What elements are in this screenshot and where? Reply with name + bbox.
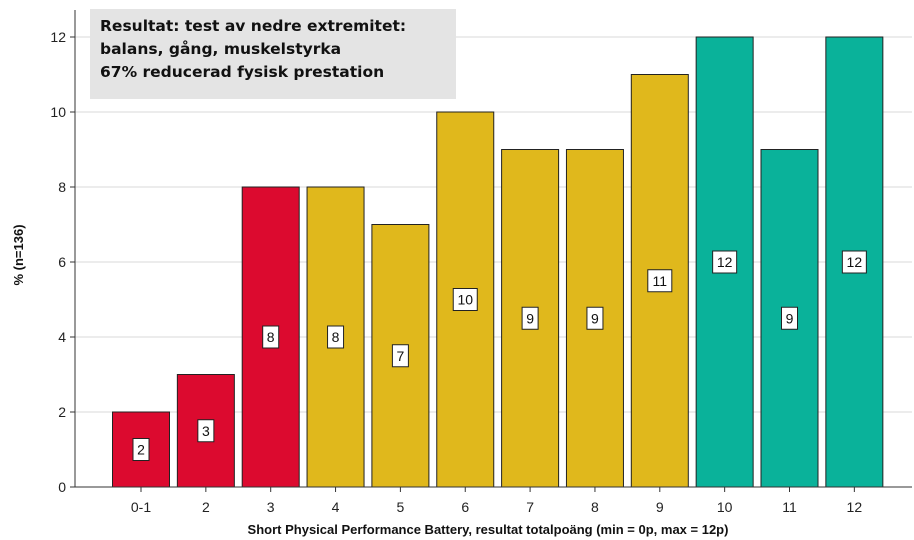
data-label-box [197,419,215,443]
x-tick-label: 0-1 [131,499,151,515]
data-label-box [647,269,673,293]
data-label: 3 [202,423,210,439]
y-tick-label: 10 [50,104,66,120]
x-tick-label: 8 [591,499,599,515]
bars: 2 3 8 8 7 10 9 9 11 12 9 12 [112,36,884,488]
y-tick-label: 2 [58,404,66,420]
x-tick-label: 10 [717,499,733,515]
y-tick-label: 8 [58,179,66,195]
y-tick-label: 0 [58,479,66,495]
x-tick-label: 11 [782,499,797,515]
x-tick-label: 3 [267,499,275,515]
data-label: 8 [267,329,275,345]
data-label-box [712,250,738,274]
x-axis-label: Short Physical Performance Battery, resu… [248,522,729,537]
x-tick-label: 12 [847,499,863,515]
x-tick-label: 9 [656,499,664,515]
data-label-box [132,438,150,461]
data-label: 10 [457,292,473,308]
x-tick-label: 6 [461,499,469,515]
data-label-box [391,344,409,368]
data-label-box [327,325,345,349]
y-axis-label: % (n=136) [11,224,26,285]
annotation-line-1: Resultat: test av nedre extremitet: [100,17,407,35]
y-tick-label: 6 [58,254,66,270]
data-label-box [586,306,604,330]
x-tick-label: 7 [526,499,534,515]
data-label: 8 [332,329,340,345]
data-label-box [452,288,478,311]
data-label-box [262,325,280,349]
data-label: 12 [847,254,863,270]
data-label: 12 [717,254,733,270]
data-label: 9 [591,310,599,326]
y-tick-label: 4 [58,329,66,345]
x-tick-label: 5 [397,499,405,515]
data-label: 9 [786,310,794,326]
axes: 0 2 4 6 8 10 12 0-1 2 3 4 5 6 7 8 9 10 11 12 [50,10,912,515]
x-tick-label: 4 [332,499,340,515]
y-tick-label: 12 [50,29,66,45]
data-label: 11 [653,273,668,289]
data-label: 2 [137,442,145,458]
x-tick-label: 2 [202,499,210,515]
data-label: 9 [526,310,534,326]
annotation-line-3: 67% reducerad fysisk prestation [100,63,385,81]
data-label-box [841,250,867,274]
data-label-box [781,306,798,330]
annotation-box: Resultat: test av nedre extremitet: bala… [90,9,456,99]
annotation-line-2: balans, gång, muskelstyrka [100,40,342,58]
data-label-box [521,306,539,330]
data-label: 7 [397,348,405,364]
